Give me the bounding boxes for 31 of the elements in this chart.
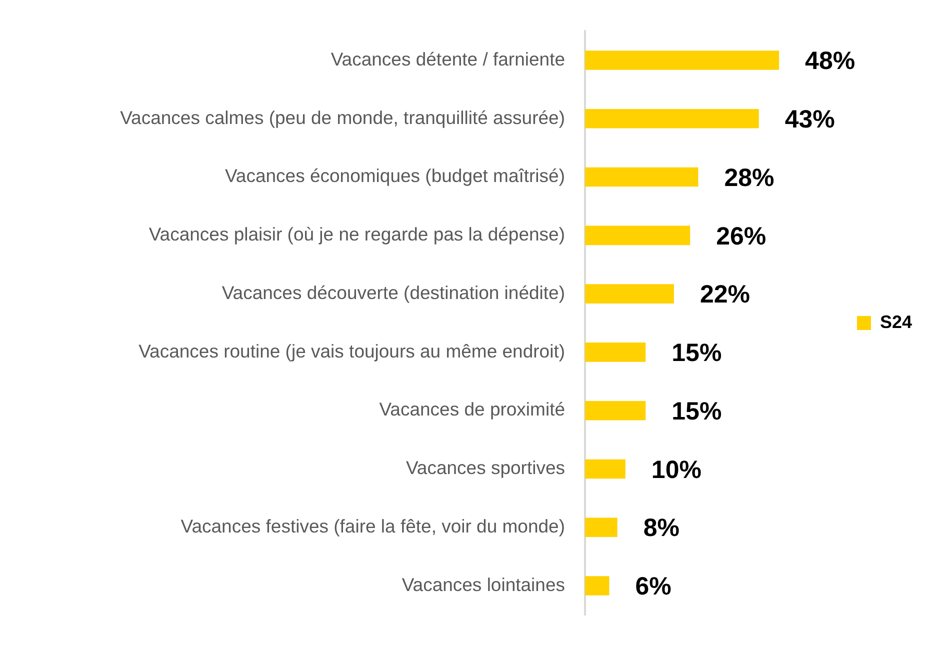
- data-label: 26%: [716, 222, 766, 250]
- data-label: 28%: [724, 164, 774, 192]
- bar: [585, 109, 759, 128]
- bar: [585, 459, 626, 479]
- legend-label: S24: [880, 312, 912, 332]
- bar: [585, 400, 646, 420]
- y-tick-label: Vacances sportives: [406, 457, 565, 478]
- bar: [585, 284, 674, 304]
- y-tick-label: Vacances calmes (peu de monde, tranquillité assurée): [120, 106, 565, 128]
- data-label: 48%: [805, 47, 856, 76]
- y-tick-label: Vacances plaisir (où je ne regarde pas la dépense): [148, 224, 565, 245]
- bar: [585, 576, 610, 596]
- y-tick-label: Vacances festives (faire la fête, voir du monde): [180, 515, 565, 536]
- data-label: 22%: [700, 280, 750, 309]
- y-tick-label: Vacances routine (je vais toujours au même endroit): [138, 340, 565, 362]
- y-tick-label: Vacances découverte (destination inédite): [222, 282, 565, 303]
- y-tick-label: Vacances lointaines: [402, 574, 565, 595]
- bar: [585, 50, 780, 70]
- data-label: 15%: [672, 339, 722, 368]
- data-label: 10%: [651, 456, 702, 484]
- y-tick-label: Vacances détente / farniente: [330, 48, 565, 70]
- data-label: 8%: [643, 514, 680, 542]
- data-label: 15%: [672, 397, 722, 426]
- bar: [585, 226, 690, 246]
- data-label: 43%: [784, 106, 835, 134]
- data-label: 6%: [635, 572, 672, 601]
- y-tick-label: Vacances économiques (budget maîtrisé): [224, 165, 565, 186]
- bar: [585, 342, 646, 362]
- y-tick-label: Vacances de proximité: [379, 398, 565, 420]
- bar: [585, 167, 698, 187]
- bar: [585, 518, 618, 537]
